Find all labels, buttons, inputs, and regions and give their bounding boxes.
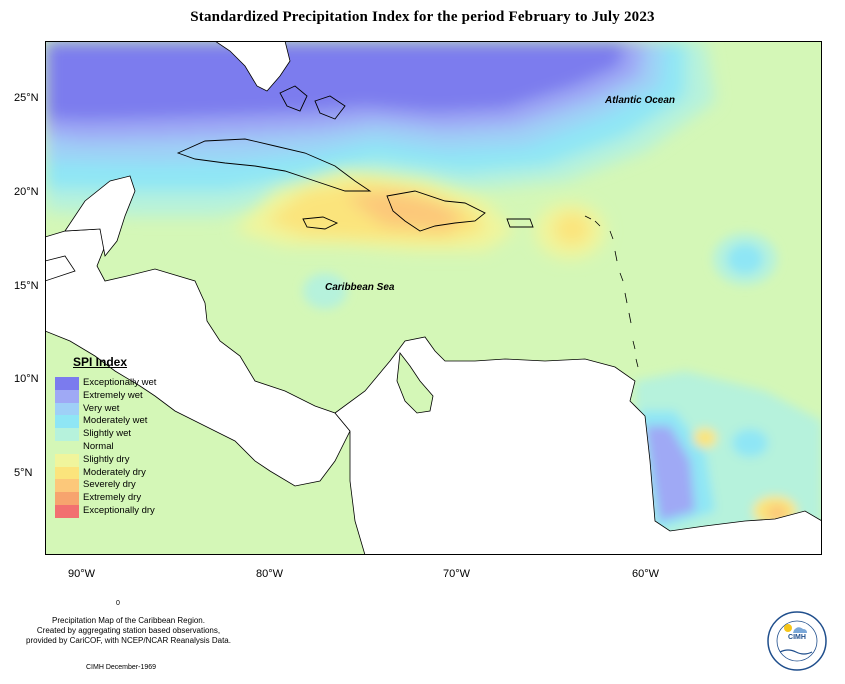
label-atlantic-ocean: Atlantic Ocean [604,95,675,106]
wet-patch-east [303,233,777,309]
legend-label: Exceptionally wet [83,377,157,388]
lesser-antilles [584,215,639,368]
credits-date: CIMH December-1969 [86,664,157,671]
legend-label: Moderately wet [83,415,148,427]
lon-tick-60w: 60°W [632,568,660,580]
spi-map: Atlantic Ocean Caribbean Sea [45,41,822,555]
legend-label: Very wet [83,402,120,414]
credits-line-2: Created by aggregating station based obs… [36,626,221,635]
legend-label: Extremely dry [83,492,142,504]
legend-swatch [55,377,79,390]
cimh-logo: CIMH [766,610,828,672]
legend-label: Normal [83,441,114,452]
credits-line-1: Precipitation Map of the Caribbean Regio… [52,616,205,625]
land-florida [214,41,291,92]
legend-label: Slightly wet [83,428,132,440]
legend-label: Moderately dry [83,466,146,478]
lat-tick-15n: 15°N [14,280,39,292]
greater-antilles [176,85,534,232]
credits-line-3: provided by CariCOF, with NCEP/NCAR Rean… [26,636,231,645]
map-frame [45,41,822,555]
label-caribbean-sea: Caribbean Sea [325,282,395,293]
wet-anomaly-north [45,41,715,216]
guianas-anomaly [635,371,822,555]
legend-swatch [55,466,79,480]
cimh-logo-text: CIMH [788,634,806,641]
legend-swatch [55,441,79,454]
cimh-logo-emblem [767,611,827,671]
lat-tick-25n: 25°N [14,92,39,104]
legend-swatch [55,492,79,506]
lon-tick-80w: 80°W [256,568,284,580]
legend-swatch [55,453,79,467]
credits: Precipitation Map of the Caribbean Regio… [6,616,251,646]
legend-label: Severely dry [83,479,136,491]
legend-label: Slightly dry [83,453,130,465]
lat-tick-10n: 10°N [14,373,39,385]
map-title: Standardized Precipitation Index for the… [190,9,655,25]
legend-title: SPI Index [73,355,128,369]
lon-tick-70w: 70°W [443,568,471,580]
legend-swatch [55,505,79,518]
legend-swatch [55,428,79,442]
lat-tick-20n: 20°N [14,186,39,198]
lat-tick-5n: 5°N [14,467,33,479]
legend-swatch [55,415,79,429]
land-south-america [334,336,822,555]
land-yucatan [64,175,136,257]
legend-swatch [55,402,79,416]
legend-swatch [55,479,79,493]
lon-tick-90w: 90°W [68,568,96,580]
legend-label: Extremely wet [83,389,143,401]
legend-swatch [55,389,79,403]
legend-label: Exceptionally dry [83,505,155,516]
stray-mark: 0 [116,600,120,607]
